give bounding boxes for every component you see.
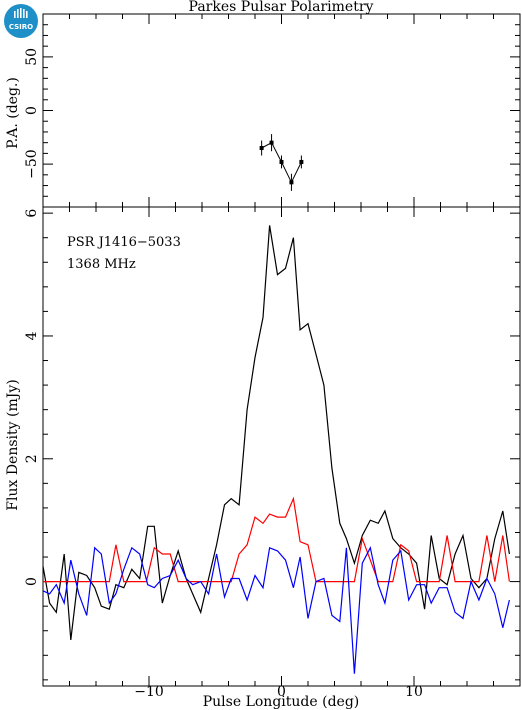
- bottom-y-tick-label: 2: [24, 454, 40, 463]
- pa-point: [279, 159, 284, 164]
- circular-polarization-line: [42, 546, 510, 674]
- top-y-tick-label: 50: [24, 48, 40, 66]
- x-tick-label: −10: [134, 684, 164, 700]
- top-y-tick-label: −50: [24, 149, 40, 179]
- frequency-label: 1368 MHz: [67, 257, 136, 272]
- chart-title: Parkes Pulsar Polarimetry: [189, 0, 374, 15]
- top-panel-frame: [42, 13, 521, 208]
- ticks-layer: −10 0 10 −50 0 50 0 2 4 6: [24, 14, 521, 700]
- pa-point: [289, 180, 294, 185]
- linear-polarization-line: [43, 496, 510, 583]
- series-layer: [42, 225, 510, 674]
- bottom-panel-frame: [42, 206, 521, 687]
- pa-point: [269, 140, 274, 145]
- bottom-ylabel: Flux Density (mJy): [5, 379, 21, 510]
- bottom-y-tick-label: 6: [24, 209, 40, 218]
- top-y-tick-label: 0: [24, 106, 40, 115]
- x-tick-label: 10: [405, 684, 423, 700]
- x-tick-label: 0: [277, 684, 286, 700]
- top-ylabel: P.A. (deg.): [5, 77, 21, 149]
- bottom-y-tick-label: 4: [24, 331, 40, 340]
- pa-point: [299, 159, 304, 164]
- bottom-y-tick-label: 0: [24, 577, 40, 586]
- bottom-xlabel: Pulse Longitude (deg): [203, 694, 360, 710]
- csiro-logo: CSIRO: [4, 4, 38, 38]
- logo-text: CSIRO: [9, 23, 33, 31]
- pa-layer: [259, 134, 304, 191]
- total-intensity-line: [42, 225, 510, 640]
- pulsar-name-label: PSR J1416−5033: [67, 235, 181, 250]
- pa-point: [259, 146, 264, 151]
